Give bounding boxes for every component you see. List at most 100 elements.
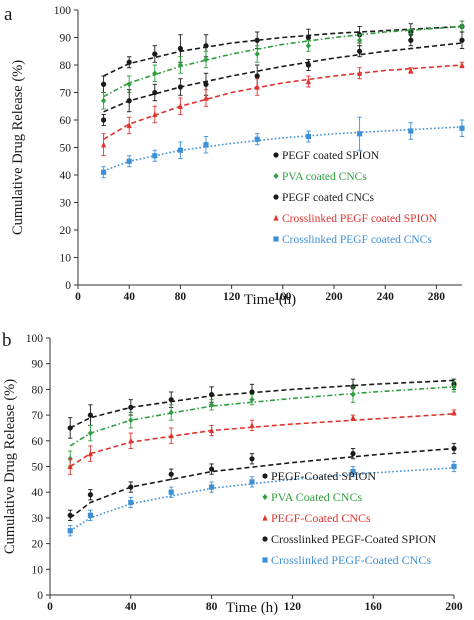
series-4 — [67, 442, 457, 521]
data-point — [126, 122, 132, 129]
data-point — [357, 70, 363, 76]
trend-line — [103, 42, 463, 113]
data-point — [126, 59, 132, 65]
legend-label: Crosslinked PEGF-Coated SPION — [271, 532, 437, 546]
data-point — [451, 463, 457, 470]
chart-panel-b: b 0 10 20 30 40 50 60 70 80 90 100 0 40 80 120 160 200 Tim… — [2, 330, 463, 616]
legend-marker — [273, 194, 279, 200]
legend-marker — [273, 173, 279, 179]
data-point — [152, 153, 158, 159]
data-point — [249, 422, 255, 428]
trend-line — [69, 386, 455, 447]
series-2 — [101, 20, 465, 110]
legend-label: Crosslinked PEGF-Coated CNCs — [271, 553, 431, 567]
data-point — [67, 425, 73, 431]
series-2 — [67, 381, 457, 467]
y-tick-label: 60 — [32, 436, 44, 448]
data-point — [126, 81, 132, 88]
y-tick-label: 40 — [32, 487, 44, 499]
y-tick-label: 50 — [60, 143, 72, 155]
x-tick-label: 80 — [206, 601, 218, 613]
data-point — [459, 37, 465, 43]
data-point — [152, 89, 158, 96]
y-tick-label: 10 — [60, 253, 72, 265]
data-point — [67, 463, 73, 470]
data-point — [203, 43, 209, 49]
data-point — [128, 417, 134, 424]
y-tick-label: 0 — [65, 280, 71, 292]
trend-line — [69, 379, 455, 429]
data-point — [459, 61, 465, 68]
x-tick-label: 80 — [175, 291, 187, 303]
data-point — [357, 131, 363, 137]
data-point — [67, 512, 73, 518]
data-point — [101, 97, 107, 104]
legend-marker — [262, 536, 268, 542]
data-point — [126, 158, 132, 164]
data-point — [350, 391, 356, 398]
y-tick-label: 100 — [54, 5, 72, 17]
legend-label: PEGF coated CNCs — [282, 192, 375, 204]
series-3 — [101, 31, 465, 126]
series-5 — [101, 116, 465, 179]
data-point — [350, 451, 356, 457]
data-point — [209, 401, 215, 408]
data-point — [451, 445, 457, 452]
y-tick-label: 20 — [60, 225, 72, 237]
y-tick-label: 40 — [60, 170, 72, 182]
y-tick-label: 30 — [60, 198, 72, 210]
series-3 — [67, 409, 457, 475]
data-point — [87, 430, 93, 437]
data-point — [101, 117, 107, 123]
legend-marker — [262, 557, 268, 563]
x-tick-label: 0 — [75, 291, 81, 303]
x-axis-label: Time (h) — [226, 600, 278, 616]
legend: PEGF coated SPION PVA coated CNCs PEGF coa… — [273, 150, 438, 246]
data-point — [101, 81, 107, 87]
legend-label: PEGF-Coated CNCs — [271, 511, 371, 525]
x-tick-label: 160 — [274, 291, 292, 303]
data-point — [305, 78, 311, 85]
data-point — [357, 37, 363, 44]
trend-line — [69, 413, 455, 468]
data-point — [87, 492, 93, 498]
data-point — [350, 469, 356, 475]
legend-label: Crosslinked PEGF coated SPION — [282, 213, 438, 225]
data-point — [177, 103, 183, 109]
data-point — [408, 67, 414, 74]
data-point — [357, 48, 363, 54]
legend-marker — [262, 473, 268, 479]
data-point — [168, 432, 174, 439]
data-point — [249, 389, 255, 395]
series-1 — [67, 378, 457, 439]
y-tick-label: 0 — [37, 590, 43, 602]
series-5 — [67, 460, 457, 537]
y-axis-label: Cumulative Drug Release (%) — [2, 379, 18, 554]
legend-marker — [273, 236, 279, 242]
data-point — [87, 512, 93, 518]
x-tick-label: 0 — [47, 601, 53, 613]
legend-label: PEGF-Coated SPION — [271, 469, 376, 483]
y-tick-label: 10 — [32, 564, 44, 576]
x-tick-label: 40 — [123, 291, 135, 303]
data-point — [177, 62, 183, 68]
y-tick-label: 100 — [26, 333, 44, 345]
data-point — [67, 528, 73, 534]
y-tick-label: 90 — [60, 33, 72, 45]
data-point — [126, 98, 132, 104]
data-point — [203, 56, 209, 63]
data-point — [87, 412, 93, 418]
data-point — [254, 37, 260, 43]
y-tick-label: 90 — [32, 359, 44, 371]
x-tick-label: 160 — [365, 601, 383, 613]
x-tick-label: 120 — [223, 291, 241, 303]
data-point — [459, 125, 465, 131]
y-tick-label: 50 — [32, 462, 44, 474]
data-point — [128, 437, 134, 444]
data-point — [168, 409, 174, 416]
data-point — [203, 94, 209, 101]
data-point — [254, 83, 260, 90]
data-point — [128, 484, 134, 490]
legend: PEGF-Coated SPION PVA Coated CNCs PEGF-Coa… — [262, 469, 437, 567]
